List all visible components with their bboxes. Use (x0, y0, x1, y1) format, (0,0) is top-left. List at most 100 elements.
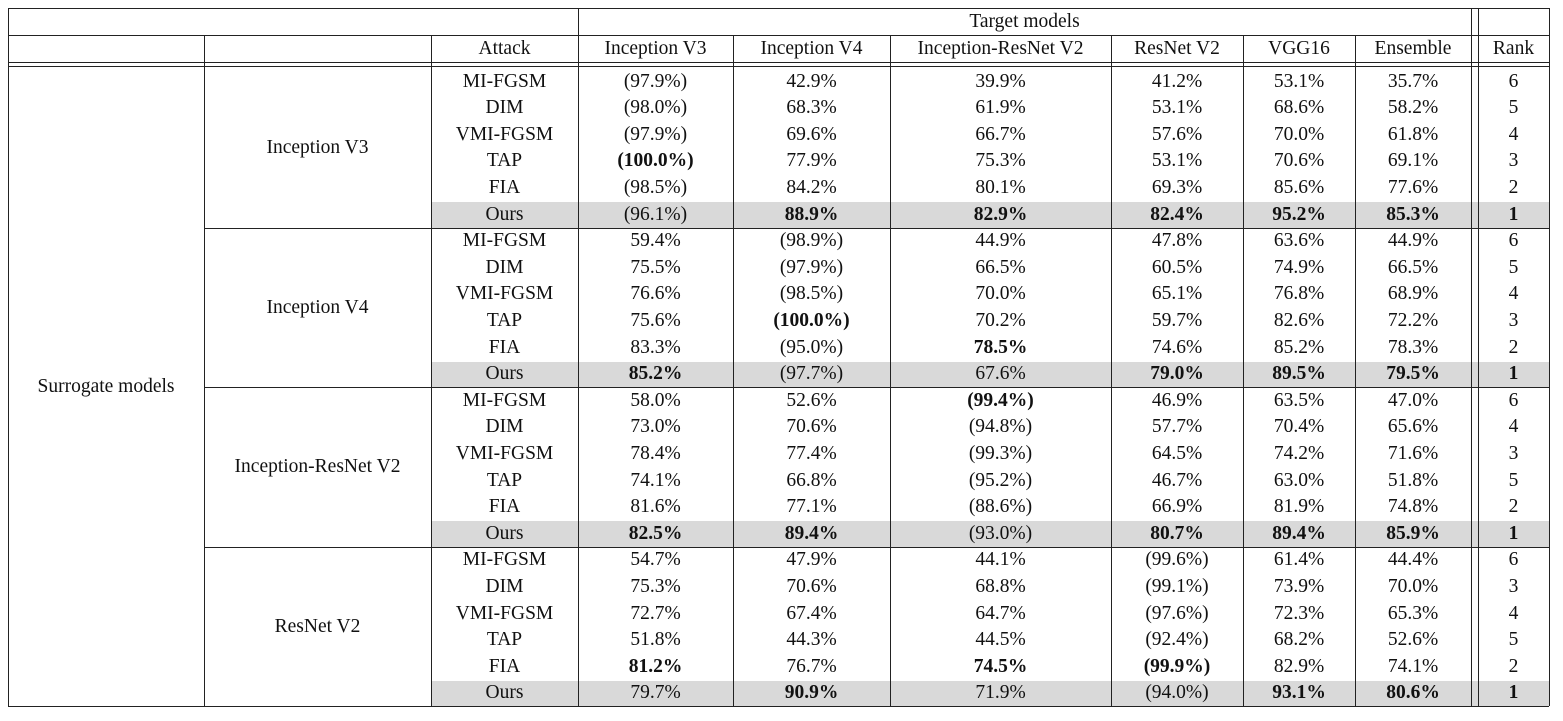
rank-cell: 1 (1508, 682, 1519, 704)
rank-cell: 4 (1508, 602, 1519, 624)
success-rate-cell: 70.0% (975, 283, 1026, 305)
success-rate-cell: 63.6% (1273, 230, 1325, 252)
success-rate-cell: 66.9% (1151, 496, 1203, 518)
success-rate-cell: 69.6% (786, 123, 837, 145)
success-rate-cell: 57.6% (1151, 123, 1203, 145)
success-rate-cell: 65.1% (1151, 283, 1203, 305)
success-rate-cell: 64.7% (975, 602, 1026, 624)
surrogate-model-name: ResNet V2 (274, 615, 361, 637)
success-rate-cell: 72.2% (1387, 309, 1439, 331)
success-rate-cell: 53.1% (1151, 97, 1203, 119)
success-rate-cell: 54.7% (630, 549, 681, 571)
rank-cell: 6 (1508, 230, 1519, 252)
rank-cell: 6 (1508, 549, 1519, 571)
attack-name: MI-FGSM (462, 389, 547, 411)
success-rate-cell: 89.4% (1272, 522, 1326, 544)
rule-vertical (890, 35, 891, 707)
attack-name: DIM (485, 97, 524, 119)
target-models-header: Target models (969, 10, 1080, 32)
attack-name: TAP (486, 150, 523, 172)
rank-cell: 3 (1508, 150, 1519, 172)
rule-vertical (733, 35, 734, 707)
success-rate-cell: 74.1% (1387, 655, 1439, 677)
rank-cell: 4 (1508, 123, 1519, 145)
column-header: Inception V3 (604, 37, 707, 59)
rank-cell: 1 (1508, 363, 1519, 385)
success-rate-cell: 77.1% (786, 496, 837, 518)
attack-name: Ours (485, 522, 524, 544)
attack-name: MI-FGSM (462, 549, 547, 571)
success-rate-cell: 65.3% (1387, 602, 1439, 624)
surrogate-model-name: Inception V3 (266, 137, 369, 159)
rule-vertical (1355, 35, 1356, 707)
rule-vertical (1471, 8, 1472, 707)
success-rate-cell: 59.7% (1151, 309, 1203, 331)
success-rate-cell: 74.6% (1151, 336, 1203, 358)
success-rate-cell: 79.0% (1150, 363, 1204, 385)
highlight-row-shade (432, 680, 1549, 707)
rule-horizontal (8, 706, 1549, 708)
column-header: VGG16 (1268, 37, 1330, 59)
success-rate-cell: 75.3% (630, 575, 681, 597)
success-rate-cell: (99.4%) (967, 389, 1034, 411)
success-rate-cell: 61.8% (1387, 123, 1439, 145)
success-rate-cell: 61.9% (975, 97, 1026, 119)
rule-horizontal (204, 227, 1549, 229)
success-rate-cell: 85.6% (1273, 176, 1325, 198)
attack-name: VMI-FGSM (455, 123, 554, 145)
success-rate-cell: 80.7% (1150, 522, 1204, 544)
rule-horizontal (8, 8, 1549, 9)
success-rate-cell: 63.0% (1273, 469, 1325, 491)
success-rate-cell: 67.4% (786, 602, 837, 624)
success-rate-cell: 64.5% (1151, 442, 1203, 464)
success-rate-cell: 66.5% (975, 256, 1026, 278)
success-rate-cell: 73.9% (1273, 575, 1325, 597)
highlight-row-shade (432, 361, 1549, 388)
success-rate-cell: 59.4% (630, 230, 681, 252)
rule-vertical (1549, 8, 1550, 707)
success-rate-cell: 58.0% (630, 389, 681, 411)
attack-name: FIA (488, 336, 521, 358)
rank-cell: 5 (1508, 97, 1519, 119)
rank-cell: 6 (1508, 70, 1519, 92)
success-rate-cell: 67.6% (975, 363, 1026, 385)
attack-name: TAP (486, 629, 523, 651)
column-header: Inception-ResNet V2 (917, 37, 1084, 59)
rank-cell: 1 (1508, 522, 1519, 544)
success-rate-cell: 35.7% (1387, 70, 1439, 92)
success-rate-cell: 70.6% (786, 416, 837, 438)
rank-cell: 3 (1508, 309, 1519, 331)
attack-name: MI-FGSM (462, 230, 547, 252)
success-rate-cell: 44.3% (786, 629, 837, 651)
success-rate-cell: (99.3%) (968, 442, 1033, 464)
attack-name: FIA (488, 176, 521, 198)
success-rate-cell: 66.7% (975, 123, 1026, 145)
success-rate-cell: 72.7% (630, 602, 681, 624)
success-rate-cell: 74.9% (1273, 256, 1325, 278)
success-rate-cell: 82.9% (973, 203, 1028, 225)
attack-name: VMI-FGSM (455, 283, 554, 305)
rule-vertical (1243, 35, 1244, 707)
success-rate-cell: 44.9% (1387, 230, 1439, 252)
success-rate-cell: (92.4%) (1145, 629, 1209, 651)
rank-cell: 5 (1508, 256, 1519, 278)
success-rate-cell: 84.2% (786, 176, 837, 198)
success-rate-cell: 71.6% (1387, 442, 1439, 464)
rank-cell: 3 (1508, 442, 1519, 464)
success-rate-cell: 77.4% (786, 442, 837, 464)
success-rate-cell: (98.0%) (623, 97, 688, 119)
success-rate-cell: 63.5% (1273, 389, 1325, 411)
rank-cell: 5 (1508, 469, 1519, 491)
attack-name: FIA (488, 655, 521, 677)
success-rate-cell: 74.2% (1273, 442, 1325, 464)
rank-cell: 5 (1508, 629, 1519, 651)
highlight-row-shade (432, 521, 1549, 547)
success-rate-cell: 77.6% (1387, 176, 1439, 198)
attack-name: TAP (486, 309, 523, 331)
column-header: ResNet V2 (1134, 37, 1220, 59)
success-rate-cell: 85.2% (1273, 336, 1325, 358)
success-rate-cell: (97.7%) (779, 363, 844, 385)
success-rate-cell: 68.6% (1273, 97, 1325, 119)
success-rate-cell: 74.8% (1387, 496, 1439, 518)
success-rate-cell: 82.5% (628, 522, 683, 544)
